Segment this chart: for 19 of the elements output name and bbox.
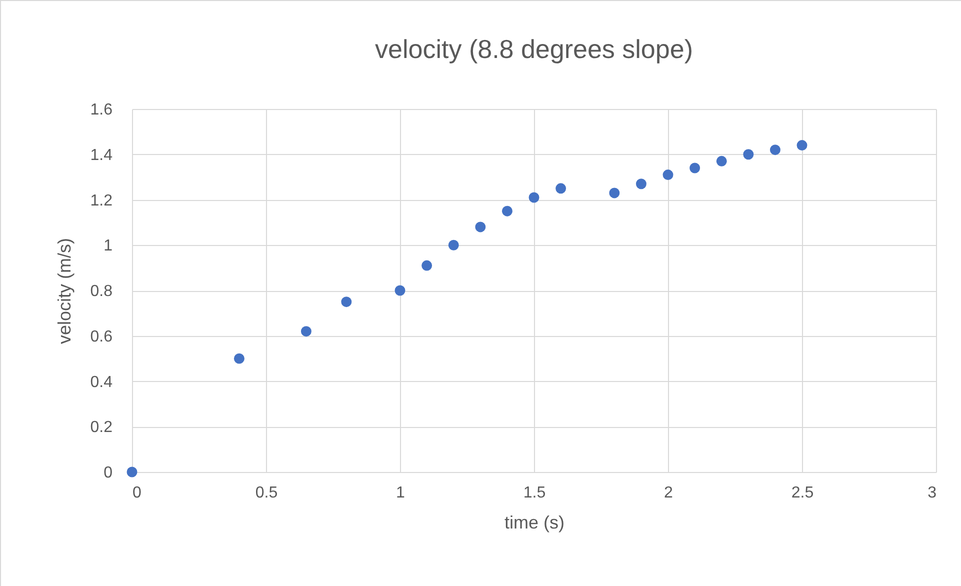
y-axis-title: velocity (m/s): [54, 238, 74, 344]
x-tick-label: 0: [132, 484, 142, 502]
y-tick-label: 1.4: [90, 146, 113, 164]
y-tick-label: 1.6: [90, 102, 113, 118]
y-tick-label: 0.8: [90, 283, 113, 300]
y-tick-label: 0: [104, 464, 113, 482]
x-tick-label: 3: [928, 484, 937, 502]
y-tick-label: 0.2: [90, 419, 113, 436]
chart-title: velocity (8.8 degrees slope): [375, 34, 693, 64]
x-axis-title: time (s): [504, 512, 564, 532]
x-tick-label: 2: [664, 484, 674, 502]
x-tick-label: 2.5: [791, 484, 814, 502]
x-tick-label: 1.5: [523, 484, 546, 502]
y-tick-label: 0.4: [90, 374, 113, 391]
y-tick-label: 1: [104, 238, 113, 255]
x-tick-label: 0.5: [255, 484, 278, 502]
x-tick-label: 1: [396, 484, 406, 502]
y-tick-label: 0.6: [90, 328, 113, 346]
y-tick-label: 1.2: [90, 192, 113, 210]
